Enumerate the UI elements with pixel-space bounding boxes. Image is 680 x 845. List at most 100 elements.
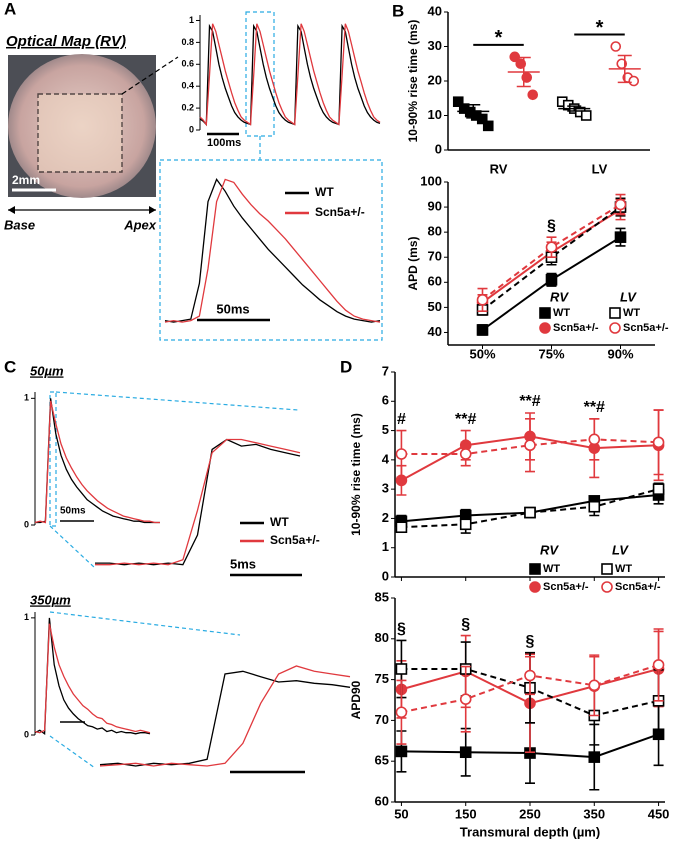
data-point: [545, 241, 558, 253]
legend-header: LV: [612, 542, 629, 557]
annotation: §: [461, 616, 470, 633]
legend-marker: [601, 581, 613, 593]
data-point: [395, 706, 408, 719]
series-line: [401, 438, 659, 455]
panel-label: D: [340, 357, 352, 376]
x-tick-label: 90%: [607, 346, 633, 361]
y-tick-label: 60: [375, 793, 389, 808]
legend-marker: [529, 563, 541, 575]
y-tick-label: 1: [24, 393, 29, 403]
data-point: [652, 483, 665, 495]
legend-header: RV: [540, 542, 559, 557]
data-point: [524, 669, 536, 682]
annotation: #: [397, 411, 406, 428]
y-tick-label: 0.6: [181, 59, 194, 69]
data-point: [652, 659, 665, 671]
x-axis-title: Transmural depth (µm): [460, 824, 600, 839]
y-tick-label: 70: [375, 712, 389, 727]
data-point: [614, 198, 627, 211]
panel-label: A: [4, 0, 16, 18]
x-tick-label: 350: [583, 806, 605, 821]
legend-marker: [539, 322, 551, 334]
legend-header: RV: [550, 289, 569, 304]
y-tick-label: 80: [428, 224, 442, 239]
legend-label: Scn5a+/-: [270, 533, 320, 547]
sem-bar: [466, 104, 481, 119]
data-point: [628, 75, 640, 87]
y-tick-label: 20: [428, 72, 442, 87]
legend-marker: [601, 563, 613, 575]
scale-label: 5ms: [230, 556, 256, 571]
x-tick-label: 50: [394, 806, 408, 821]
data-point: [652, 436, 665, 449]
y-tick-label: 5: [382, 422, 389, 437]
sem-bar: [516, 56, 531, 88]
scale-label: 50ms: [216, 301, 249, 316]
sem-bar: [617, 54, 632, 84]
legend-label: WT: [615, 563, 632, 575]
y-tick-label: 0: [24, 729, 29, 739]
annotation: *: [596, 17, 604, 39]
y-tick-label: 3: [382, 481, 389, 496]
data-point: [476, 113, 488, 125]
data-point: [524, 506, 536, 519]
y-tick-label: 1: [24, 612, 29, 622]
panel-label: C: [4, 357, 16, 376]
y-axis-title: APD (ms): [406, 236, 420, 290]
legend-marker: [539, 307, 551, 319]
data-point: [459, 746, 472, 759]
zoom-box: [49, 391, 57, 527]
legend-label: Scn5a+/-: [553, 322, 599, 334]
y-tick-label: 0: [382, 568, 389, 583]
y-tick-label: 40: [428, 324, 442, 339]
connector: [49, 611, 241, 636]
panel-label: B: [392, 1, 404, 20]
y-tick-label: 1: [189, 15, 194, 25]
y-tick-label: 2: [382, 510, 389, 525]
y-axis-title: 10-90% rise time (ms): [406, 20, 420, 143]
y-tick-label: 75: [375, 671, 389, 686]
legend-label: Scn5a+/-: [543, 581, 589, 593]
y-tick-label: 1: [382, 539, 389, 554]
y-axis-title: APD90: [349, 680, 363, 719]
legend-header: LV: [620, 289, 637, 304]
data-point: [482, 120, 494, 132]
zoom-frame: [159, 159, 383, 341]
annotation: §: [397, 621, 406, 638]
data-point: [476, 294, 489, 306]
legend-label: WT: [553, 307, 570, 319]
map-roi: [37, 93, 123, 173]
series-line: [164, 178, 381, 323]
connector: [49, 735, 96, 769]
y-tick-label: 70: [428, 249, 442, 264]
annotation: **#: [584, 399, 605, 416]
x-tick-label: RV: [490, 161, 508, 176]
y-tick-label: 0: [435, 141, 442, 156]
scale-label: 2mm: [12, 173, 40, 187]
connector: [49, 525, 96, 569]
y-tick-label: 6: [382, 393, 389, 408]
legend-label: WT: [315, 185, 334, 199]
data-point: [395, 448, 408, 460]
data-point: [395, 745, 408, 758]
x-tick-label: LV: [592, 161, 608, 176]
series-line: [401, 488, 659, 529]
legend-marker: [609, 322, 621, 334]
series-line: [481, 203, 622, 301]
y-tick-label: 4: [382, 451, 390, 466]
y-tick-label: 85: [375, 589, 389, 604]
data-point: [588, 500, 601, 513]
sub-title: 350µm: [30, 592, 71, 607]
y-tick-label: 0: [189, 124, 194, 134]
y-tick-label: 0.4: [181, 81, 194, 91]
annotation: **#: [519, 393, 540, 410]
scale-label: 100ms: [207, 137, 241, 149]
data-point: [459, 518, 472, 531]
y-tick-label: 10: [428, 107, 442, 122]
data-point: [580, 110, 592, 121]
series-line: [35, 398, 160, 524]
series-line: [34, 400, 160, 524]
legend-label: WT: [543, 563, 560, 575]
legend-marker: [609, 307, 621, 319]
series-line: [199, 23, 381, 127]
